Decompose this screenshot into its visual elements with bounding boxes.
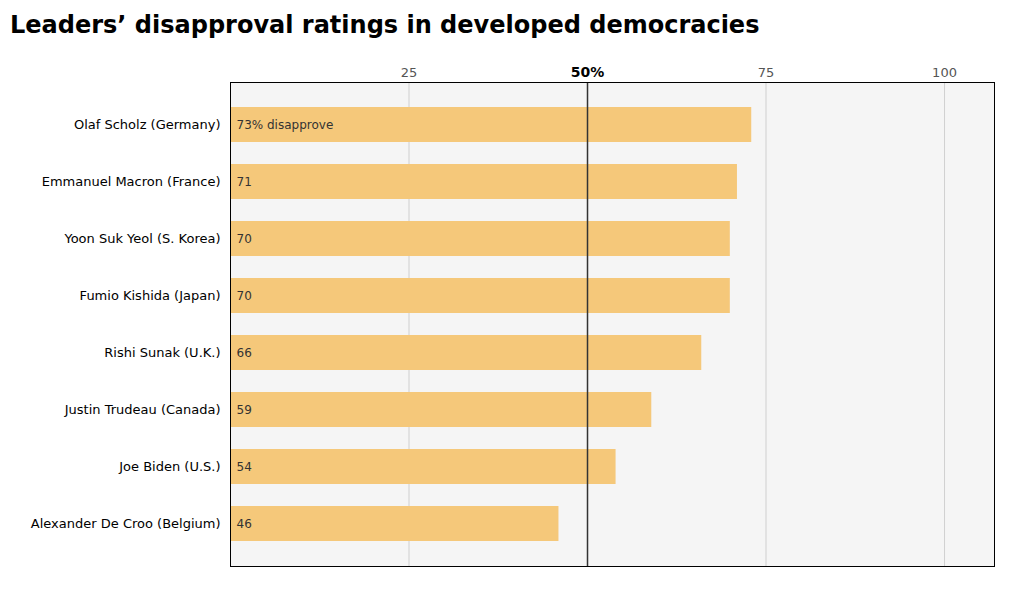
svg-text:Rishi Sunak (U.K.): Rishi Sunak (U.K.) [104,345,220,360]
svg-text:Olaf Scholz (Germany): Olaf Scholz (Germany) [74,117,221,132]
svg-text:46: 46 [237,517,252,531]
svg-text:Yoon Suk Yeol (S. Korea): Yoon Suk Yeol (S. Korea) [63,231,220,246]
svg-text:Emmanuel Macron (France): Emmanuel Macron (France) [42,174,221,189]
svg-text:59: 59 [237,403,252,417]
svg-text:Fumio Kishida (Japan): Fumio Kishida (Japan) [80,288,221,303]
svg-text:Alexander De Croo (Belgium): Alexander De Croo (Belgium) [31,516,221,531]
svg-text:70: 70 [237,232,252,246]
svg-text:73% disapprove: 73% disapprove [237,118,334,132]
html-text:Leaders’ disapproval ratings i: Leaders’ disapproval ratings in develope… [10,11,760,39]
svg-text:54: 54 [237,460,252,474]
svg-text:Justin Trudeau (Canada): Justin Trudeau (Canada) [64,402,221,417]
svg-text:100: 100 [932,65,957,80]
svg-text:25: 25 [401,65,418,80]
svg-text:70: 70 [237,289,252,303]
svg-text:75: 75 [758,65,775,80]
svg-text:Joe Biden (U.S.): Joe Biden (U.S.) [118,459,220,474]
svg-text:71: 71 [237,175,252,189]
svg-text:50%: 50% [571,64,605,80]
svg-text:66: 66 [237,346,252,360]
